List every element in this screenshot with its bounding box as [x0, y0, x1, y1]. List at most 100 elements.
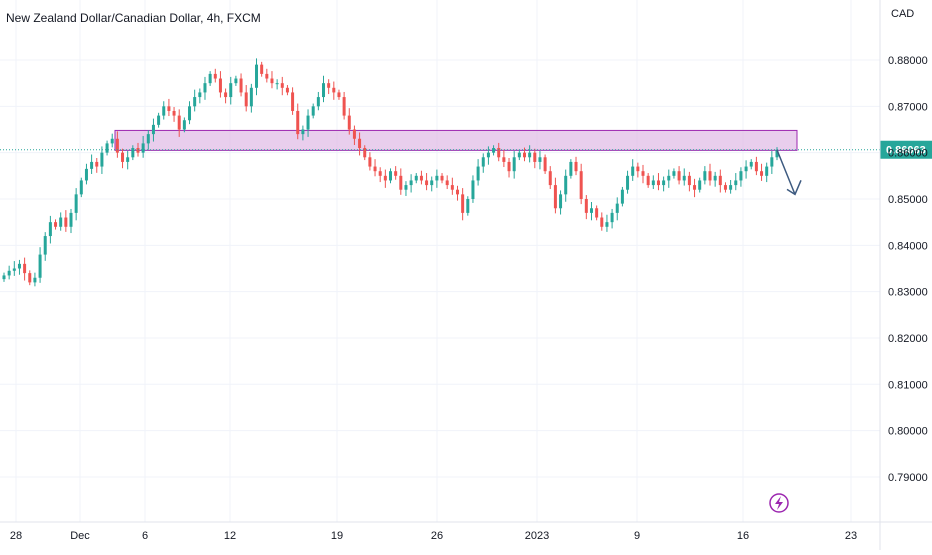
candle-body: [507, 161, 511, 172]
candle-body: [476, 166, 480, 181]
candle-body: [188, 106, 192, 121]
candle-body: [754, 161, 758, 172]
y-tick-label: 0.84000: [888, 240, 928, 252]
candle-body: [522, 152, 526, 158]
candle-body: [54, 222, 58, 227]
candle-body: [414, 175, 418, 181]
candle-body: [641, 171, 645, 176]
candle-body: [595, 208, 599, 218]
candle-body: [723, 185, 727, 190]
candle-body: [182, 120, 186, 130]
currency-label: CAD: [891, 8, 915, 20]
candle-body: [327, 83, 331, 88]
candle-body: [667, 175, 671, 181]
candle-body: [569, 161, 573, 176]
candle-body: [744, 166, 748, 172]
candle-body: [533, 152, 537, 162]
candle-body: [110, 138, 114, 144]
candle-body: [373, 166, 377, 172]
resistance-zone-layer: [114, 129, 798, 151]
x-tick-label: 23: [845, 530, 857, 542]
candle-body: [486, 152, 490, 158]
lightning-icon-bolt: [775, 496, 783, 510]
candle-body: [28, 273, 32, 283]
candle-body: [198, 92, 202, 98]
x-tick-label: 26: [431, 530, 443, 542]
last-price-tag: [880, 140, 932, 159]
x-tick-label: Dec: [70, 530, 90, 542]
candle-body: [291, 92, 295, 111]
candle-body: [481, 157, 485, 167]
y-tick-label: 0.81000: [888, 379, 928, 391]
candle-body: [502, 157, 506, 162]
candle-body: [589, 208, 593, 213]
candle-body: [662, 180, 666, 186]
y-tick-label: 0.86000: [888, 148, 928, 160]
candle-body: [455, 189, 459, 195]
candle-body: [538, 157, 542, 162]
candle-body: [435, 175, 439, 181]
candle-body: [234, 78, 238, 84]
candle-body: [352, 129, 356, 139]
candles: [2, 58, 779, 287]
candle-body: [275, 83, 279, 85]
candle-body: [131, 148, 135, 158]
candle-body: [631, 166, 635, 176]
candle-body: [636, 166, 640, 172]
candle-body: [729, 185, 733, 190]
candle-body: [651, 180, 655, 186]
resistance-zone[interactable]: [114, 129, 798, 151]
projection-arrow-shaft: [776, 149, 796, 195]
x-tick-label: 6: [142, 530, 148, 542]
candle-body: [409, 180, 413, 186]
candle-body: [626, 175, 630, 190]
candle-body: [760, 171, 764, 176]
candle-body: [69, 212, 73, 227]
candle-body: [708, 171, 712, 181]
candle-body: [193, 97, 197, 107]
candle-body: [445, 180, 449, 186]
candle-body: [553, 185, 557, 209]
candle-body: [646, 175, 650, 186]
candle-body: [430, 180, 434, 186]
candle-body: [517, 152, 521, 158]
candle-body: [548, 171, 552, 186]
candle-body: [404, 185, 408, 190]
candle-body: [136, 148, 140, 153]
candle-body: [450, 185, 454, 190]
y-tick-label: 0.80000: [888, 426, 928, 438]
x-tick-label: 2023: [525, 530, 549, 542]
candle-body: [466, 198, 470, 213]
candle-body: [497, 148, 501, 158]
projection-arrow-head: [786, 180, 802, 196]
candle-body: [311, 106, 315, 116]
candle-body: [157, 115, 161, 125]
candle-body: [296, 110, 300, 135]
candle-body: [64, 217, 68, 227]
candle-body: [656, 180, 660, 186]
candle-body: [749, 161, 753, 167]
candle-body: [600, 217, 604, 227]
candle-body: [471, 180, 475, 199]
candle-body: [48, 222, 52, 237]
candle-body: [342, 97, 346, 116]
candle-body: [229, 83, 233, 98]
candle-body: [615, 203, 619, 213]
candle-body: [378, 171, 382, 176]
candle-body: [605, 222, 609, 227]
candle-body: [363, 148, 367, 158]
candle-body: [84, 168, 88, 181]
candle-body: [33, 277, 37, 283]
chart-title: New Zealand Dollar/Canadian Dollar, 4h, …: [6, 11, 261, 25]
candle-body: [316, 97, 320, 107]
lightning-icon[interactable]: [769, 493, 789, 513]
grid: [0, 0, 880, 522]
y-tick-label: 0.85000: [888, 194, 928, 206]
candle-body: [358, 138, 362, 149]
candle-body: [301, 129, 305, 135]
candle-body: [734, 180, 738, 186]
candle-body: [270, 78, 274, 84]
